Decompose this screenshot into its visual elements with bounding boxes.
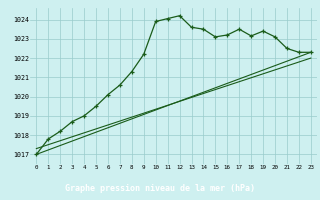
Text: Graphe pression niveau de la mer (hPa): Graphe pression niveau de la mer (hPa) bbox=[65, 184, 255, 193]
